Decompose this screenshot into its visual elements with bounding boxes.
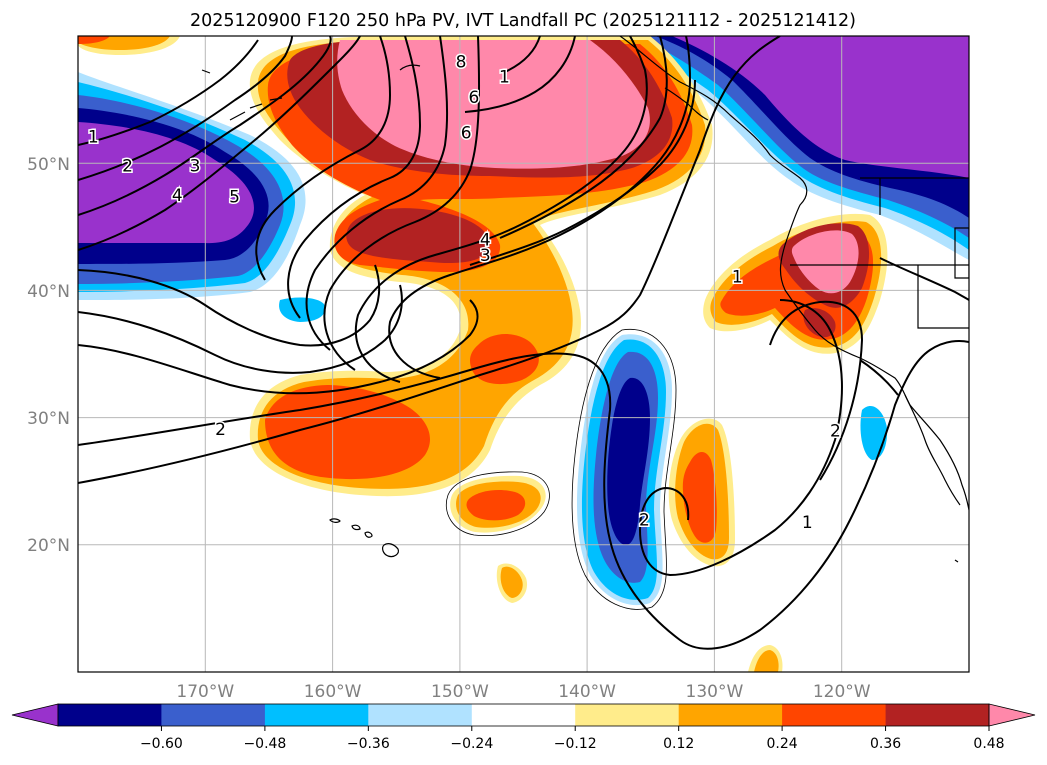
map-frame [77, 35, 970, 673]
colorbar-tick-label: −0.24 [450, 736, 493, 752]
anomaly-outline [446, 328, 677, 610]
contours [78, 36, 969, 650]
contour-label: 2 [639, 510, 650, 530]
contour-label: 1 [802, 513, 813, 533]
contour-label: 5 [229, 187, 240, 207]
colorbar-segment [885, 704, 990, 726]
colorbar-extend-high [988, 703, 1036, 727]
contour-label: 2 [122, 157, 133, 177]
contour-label: 8 [456, 52, 467, 72]
colorbar-tick-label: −0.12 [554, 736, 597, 752]
colorbar-tick-label: 0.24 [767, 736, 798, 752]
colorbar-segment [264, 704, 369, 726]
colorbar-segment [782, 704, 886, 726]
colorbar-segment [471, 704, 576, 726]
lon-tick-label: 150°W [431, 682, 489, 702]
contour-label: 1 [732, 267, 743, 287]
lon-tick-label: 120°W [813, 682, 871, 702]
colorbar-tick-label: 0.48 [973, 736, 1004, 752]
colorbar-frame [57, 703, 990, 727]
contour-label: 6 [468, 88, 479, 108]
lat-tick-label: 20°N [27, 536, 70, 556]
contour-label: 3 [190, 157, 201, 177]
colorbar-tick-label: −0.60 [140, 736, 183, 752]
contour-label: 4 [480, 231, 491, 251]
lat-tick-label: 50°N [27, 155, 70, 175]
contour-label: 4 [172, 186, 183, 206]
contour-label: 3 [480, 246, 491, 266]
lon-tick-label: 170°W [176, 682, 234, 702]
negative-anomaly-northwest [78, 72, 326, 322]
colorbar-segment [161, 704, 266, 726]
colorbar-tick-label: 0.12 [663, 736, 694, 752]
colorbar-tick-label: −0.48 [243, 736, 286, 752]
colorbar-segment [575, 704, 680, 726]
figure-title: 2025120900 F120 250 hPa PV, IVT Landfall… [190, 11, 856, 31]
colorbar-tick-label: 0.36 [870, 736, 901, 752]
colorbar-extend-low [11, 703, 59, 727]
lon-tick-label: 130°W [686, 682, 744, 702]
lon-tick-labels: 170°W 160°W 150°W 140°W 130°W 120°W [176, 682, 870, 702]
colorbar-tick-label: −0.36 [347, 736, 390, 752]
contour-label: 1 [499, 68, 510, 88]
lat-tick-label: 40°N [27, 282, 70, 302]
colorbar-segment [58, 704, 162, 726]
lat-tick-label: 30°N [27, 409, 70, 429]
colorbar-segment [368, 704, 473, 726]
lat-tick-labels: 20°N 30°N 40°N 50°N [27, 155, 70, 556]
colorbar-segment [678, 704, 783, 726]
colorbar: −0.60 −0.48 −0.36 −0.24 −0.12 0.12 0.24 0.36 0.4… [11, 703, 1036, 752]
contour-label: 6 [461, 124, 472, 144]
contour-label: 2 [215, 420, 226, 440]
lon-tick-label: 140°W [558, 682, 616, 702]
contour-label: 2 [830, 421, 841, 441]
contour-label: 1 [88, 128, 99, 148]
lon-tick-label: 160°W [304, 682, 362, 702]
